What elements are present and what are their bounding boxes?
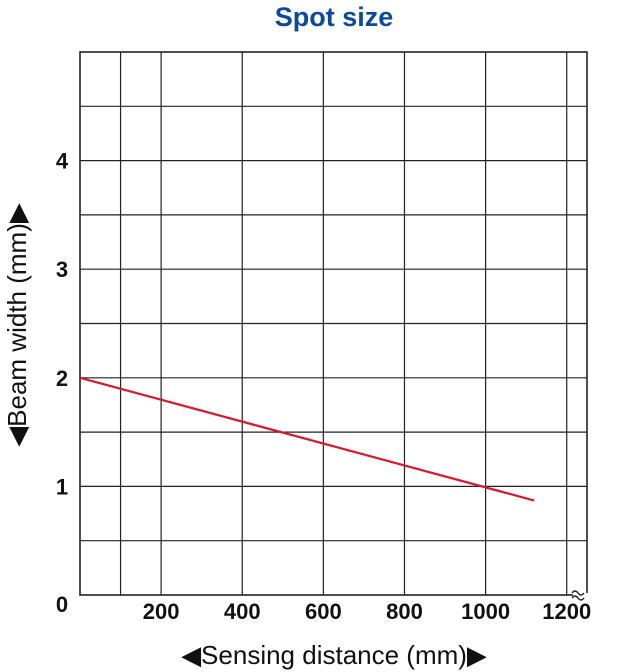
chart-title: Spot size (275, 2, 394, 32)
chart-series (79, 376, 535, 502)
axis-break-gap (573, 593, 591, 599)
axis-break-icon (571, 590, 585, 601)
y-tick-label: 2 (56, 366, 68, 391)
series-line (79, 376, 535, 502)
x-tick-label: 600 (305, 599, 342, 624)
x-tick-label: 200 (143, 599, 180, 624)
x-tick-label: 1200 (542, 599, 591, 624)
x-tick-label: 400 (224, 599, 261, 624)
x-tick-label: 1000 (461, 599, 510, 624)
chart-grid (79, 51, 591, 599)
x-tick-label: 800 (386, 599, 423, 624)
x-axis-label: ◀Sensing distance (mm)▶ (181, 640, 487, 670)
plot-frame (79, 51, 588, 596)
x-tick-labels: 200 400 600 800 1000 1200 (143, 599, 591, 624)
y-axis-label: ◀Beam width (mm)▶ (2, 203, 32, 447)
y-tick-label: 1 (56, 474, 68, 499)
y-tick-label: 4 (56, 149, 69, 174)
origin-label: 0 (56, 592, 68, 617)
y-tick-labels: 1 2 3 4 (56, 149, 69, 500)
y-tick-label: 3 (56, 257, 68, 282)
